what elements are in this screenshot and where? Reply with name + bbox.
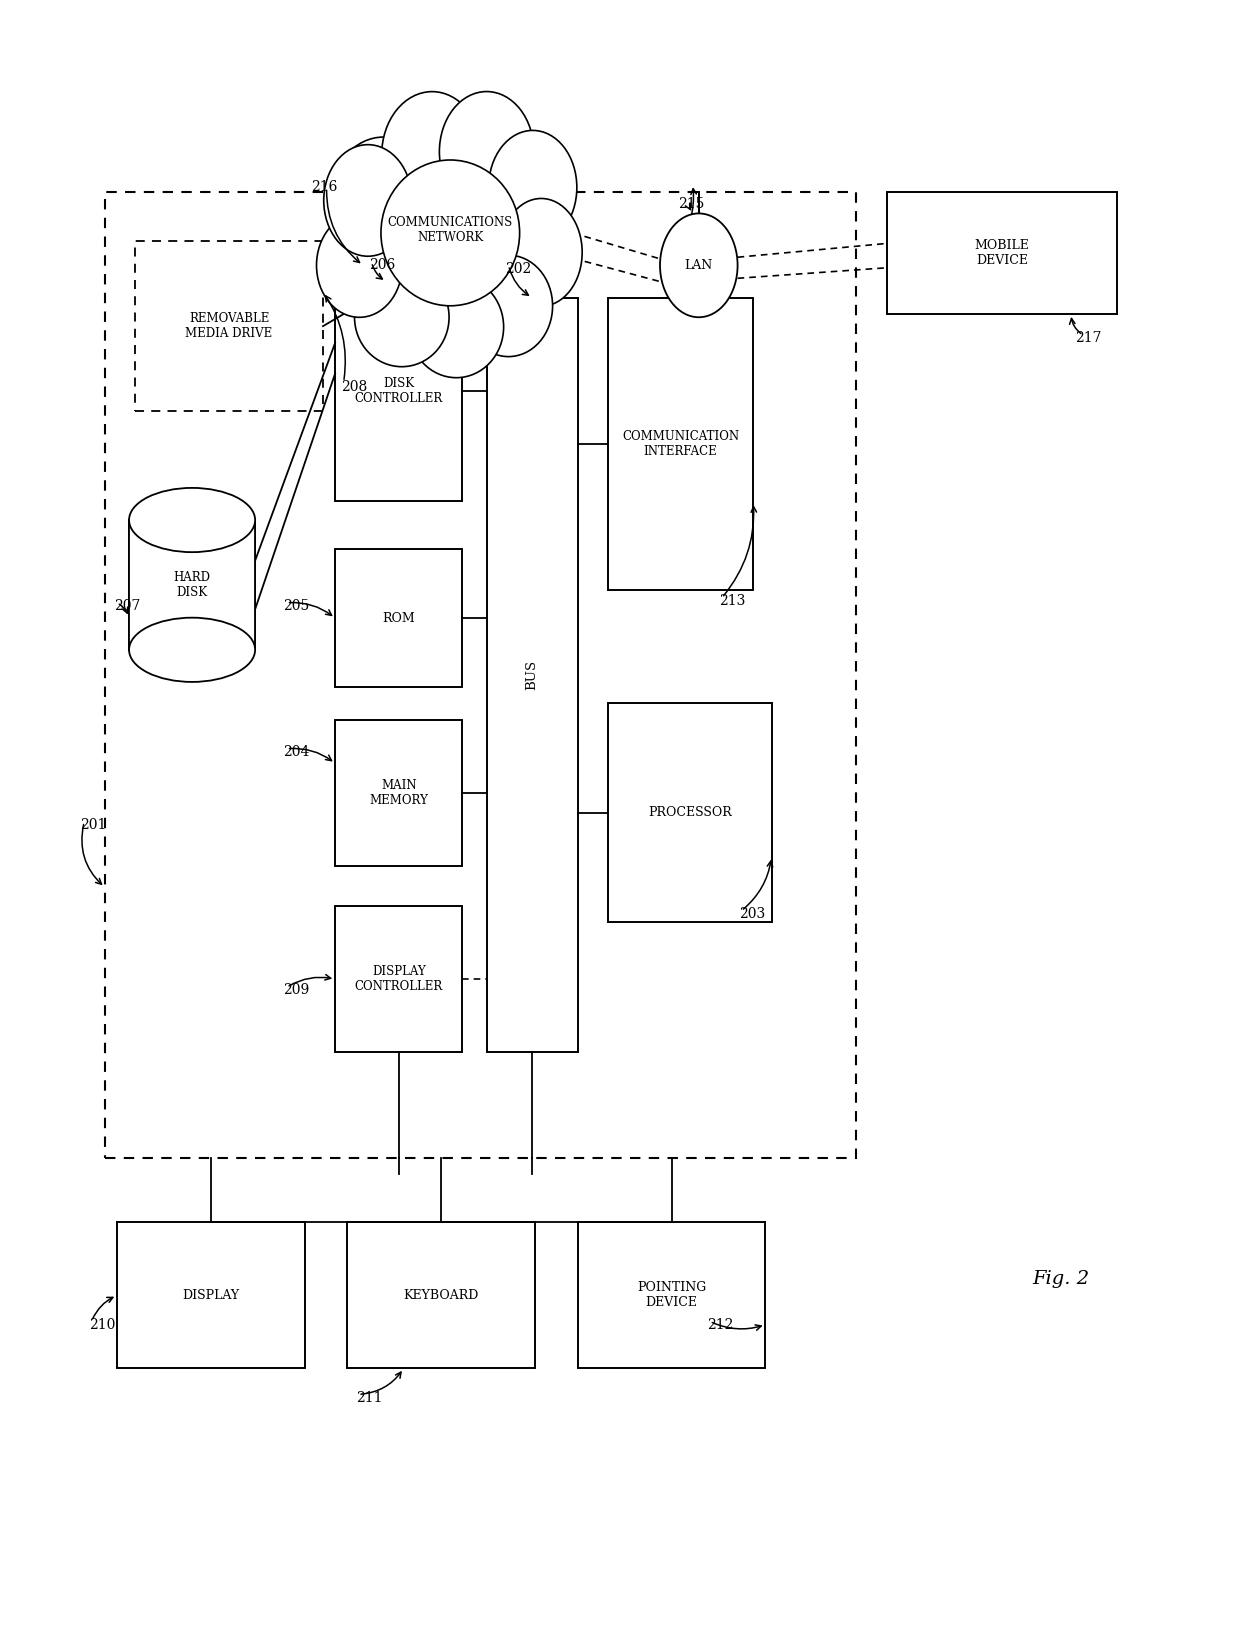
Text: DISPLAY: DISPLAY — [182, 1289, 239, 1302]
Bar — [578, 1223, 765, 1368]
Bar — [608, 297, 754, 589]
Text: 214: 214 — [672, 248, 698, 261]
Ellipse shape — [409, 276, 503, 378]
Ellipse shape — [489, 130, 577, 244]
Bar — [135, 241, 322, 411]
Ellipse shape — [381, 160, 520, 305]
Text: 209: 209 — [283, 983, 309, 998]
Bar — [117, 1223, 305, 1368]
Ellipse shape — [316, 213, 402, 317]
Text: MOBILE
DEVICE: MOBILE DEVICE — [975, 239, 1029, 267]
Text: 203: 203 — [739, 908, 765, 921]
Ellipse shape — [330, 137, 438, 264]
Bar — [335, 282, 463, 500]
Ellipse shape — [129, 488, 255, 553]
Text: KEYBOARD: KEYBOARD — [403, 1289, 479, 1302]
Text: ROM: ROM — [382, 612, 415, 625]
Bar — [347, 1223, 536, 1368]
Text: PROCESSOR: PROCESSOR — [647, 807, 732, 820]
Bar — [335, 549, 463, 686]
Text: HARD
DISK: HARD DISK — [174, 571, 211, 599]
Text: POINTING
DEVICE: POINTING DEVICE — [637, 1282, 706, 1310]
Ellipse shape — [355, 267, 449, 366]
Text: DISPLAY
CONTROLLER: DISPLAY CONTROLLER — [355, 965, 443, 993]
Text: 206: 206 — [370, 259, 396, 272]
Text: 205: 205 — [283, 599, 309, 614]
Text: 204: 204 — [283, 746, 309, 759]
Text: MAIN
MEMORY: MAIN MEMORY — [370, 779, 428, 807]
Ellipse shape — [464, 256, 553, 356]
Text: 215: 215 — [678, 196, 704, 211]
Text: LAN: LAN — [684, 259, 713, 272]
Text: BUS: BUS — [526, 660, 538, 690]
Text: REMOVABLE
MEDIA DRIVE: REMOVABLE MEDIA DRIVE — [186, 312, 273, 340]
Ellipse shape — [439, 91, 534, 211]
Bar — [105, 193, 857, 1158]
Text: 216: 216 — [311, 180, 337, 195]
Bar — [335, 719, 463, 866]
Text: DISK
CONTROLLER: DISK CONTROLLER — [355, 378, 443, 404]
Circle shape — [660, 213, 738, 317]
Text: Fig. 2: Fig. 2 — [1032, 1270, 1089, 1289]
Text: 211: 211 — [356, 1391, 382, 1404]
Text: 210: 210 — [89, 1318, 115, 1332]
Text: 213: 213 — [719, 594, 745, 609]
Text: 201: 201 — [81, 818, 107, 832]
Text: COMMUNICATION
INTERFACE: COMMUNICATION INTERFACE — [622, 429, 739, 457]
Ellipse shape — [129, 617, 255, 681]
Text: 217: 217 — [1075, 332, 1101, 345]
Text: 207: 207 — [114, 599, 141, 614]
Bar — [335, 906, 463, 1053]
Text: 208: 208 — [341, 380, 367, 394]
Ellipse shape — [324, 145, 412, 256]
Text: COMMUNICATIONS
NETWORK: COMMUNICATIONS NETWORK — [388, 216, 513, 244]
Bar — [608, 703, 771, 922]
Bar — [887, 193, 1117, 314]
Ellipse shape — [382, 92, 482, 218]
Bar — [486, 297, 578, 1053]
Text: 202: 202 — [505, 262, 531, 276]
Text: 212: 212 — [707, 1318, 734, 1332]
Bar — [129, 520, 255, 650]
Ellipse shape — [500, 198, 582, 307]
